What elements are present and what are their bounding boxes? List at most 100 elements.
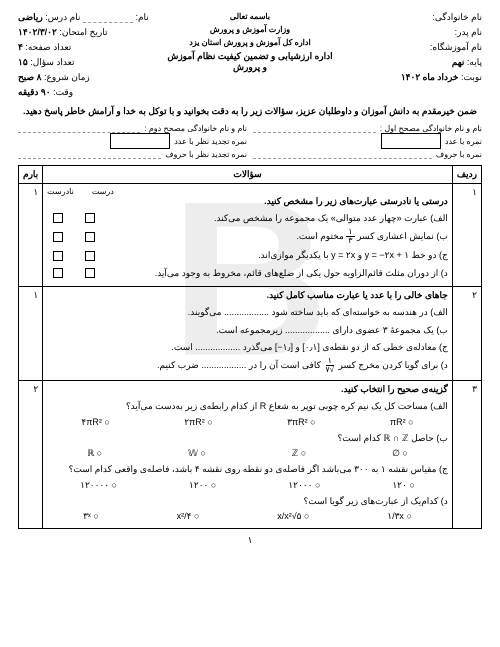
q1-score: ۱ xyxy=(19,184,43,287)
lbl-subject: نام درس: xyxy=(45,12,80,22)
opt[interactable]: ○ x²/۴ xyxy=(177,511,200,522)
grader-block: نام و نام خانوادگی مصحح اول : نمره با عد… xyxy=(18,123,482,159)
q1b-pre: ب) نمایش اعشاری کسر xyxy=(355,231,448,241)
checkbox[interactable] xyxy=(53,268,63,278)
g1-name: نام و نام خانوادگی مصحح اول : xyxy=(380,124,482,133)
q2d-pre: د) برای گویا کردن مخرج کسر xyxy=(336,360,448,370)
questions-table: ردیف سؤالات بارم ۱ درست نادرست درستی یا … xyxy=(18,165,482,529)
opt[interactable]: ○ ۵√x/x² xyxy=(277,511,309,522)
q1d: د) از دوران مثلث قائم‌الزاویه حول یکی از… xyxy=(155,266,448,280)
dept: اداره کل آموزش و پرورش استان یزد xyxy=(165,38,336,47)
val-grade: نهم xyxy=(452,57,465,67)
g2-score-num: نمره تجدید نظر با عدد xyxy=(174,137,247,146)
opt[interactable]: ○ ۱/۳x xyxy=(387,511,412,522)
q2c-pre: ج) معادله‌ی خطی که از دو نقطه‌ی xyxy=(320,342,448,352)
th-q: سؤالات xyxy=(43,166,453,184)
g1-score-txt: نمره با حروف xyxy=(436,150,482,159)
q3c: ج) مقیاس نقشه ۱ به ۳۰۰ می‌باشد اگر فاصله… xyxy=(47,462,448,476)
q3-idx: ۳ xyxy=(452,381,481,529)
exam-header: نام خانوادگی: نام پدر: نام آموزشگاه: پای… xyxy=(18,12,482,98)
q2-title: جاهای خالی را با عدد یا عبارت مناسب کامل… xyxy=(47,290,448,301)
score-box xyxy=(381,133,441,149)
q3a-opts: ○ ۴πR² ○ ۲πR² ○ ۳πR² ○ πR² xyxy=(47,417,448,428)
checkbox[interactable] xyxy=(85,251,95,261)
q2d-post: کافی است آن را در .................. ضرب… xyxy=(157,360,323,370)
question-row: ۲ جاهای خالی را با عدد یا عبارت مناسب کا… xyxy=(19,287,482,381)
q3b-opts: ○ ℝ ○ 𝕎 ○ ℤ ○ ∅ xyxy=(47,448,448,459)
question-row: ۱ درست نادرست درستی یا نادرستی عبارت‌های… xyxy=(19,184,482,287)
opt[interactable]: ○ ۱۲۰۰۰ xyxy=(288,480,320,491)
g1-score-num: نمره با عدد xyxy=(445,137,482,146)
checkbox[interactable] xyxy=(53,251,63,261)
lbl-start: زمان شروع: xyxy=(44,72,90,82)
q2c-post: می‌گذرد .................. است. xyxy=(171,342,275,352)
q1a: الف) عبارت «چهار عدد متوالی» یک مجموعه ر… xyxy=(214,211,448,225)
q1-title: درستی یا نادرستی عبارت‌های زیر را مشخص ک… xyxy=(47,196,448,207)
opt[interactable]: ○ ۲πR² xyxy=(184,417,212,428)
q3a: الف) مساحت کل یک نیم کره چوبی توپر به شع… xyxy=(47,399,448,413)
lbl-father: نام پدر: xyxy=(455,27,482,37)
val-term: خرداد ماه ۱۴۰۲ xyxy=(401,72,459,82)
opt[interactable]: ○ 𝕎 xyxy=(188,448,206,459)
opt[interactable]: ○ ۳πR² xyxy=(287,417,315,428)
val-subject: ریاضی xyxy=(18,12,43,22)
q2-score: ۱ xyxy=(19,287,43,381)
lbl-family: نام خانوادگی: xyxy=(432,12,482,22)
q3-score: ۲ xyxy=(19,381,43,529)
q3b: ب) حاصل ℝ ∩ ℤ کدام است؟ xyxy=(47,431,448,445)
lbl-pages: تعداد صفحه: xyxy=(25,42,71,52)
page-number: ۱ xyxy=(18,535,482,546)
checkbox[interactable] xyxy=(85,232,95,242)
checkbox[interactable] xyxy=(85,213,95,223)
lbl-duration: وقت: xyxy=(53,87,73,97)
ministry: وزارت آموزش و پرورش xyxy=(165,25,336,34)
q3d: د) کدام‌یک از عبارت‌های زیر گویا است؟ xyxy=(47,494,448,508)
checkbox[interactable] xyxy=(53,213,63,223)
q1b-post: مختوم است. xyxy=(296,231,346,241)
opt[interactable]: ○ ۱۲۰۰۰۰ xyxy=(80,480,117,491)
opt[interactable]: ○ πR² xyxy=(390,417,414,428)
lbl-grade: پایه: xyxy=(467,57,482,67)
q3c-opts: ○ ۱۲۰۰۰۰ ○ ۱۲۰۰ ○ ۱۲۰۰۰ ○ ۱۲۰ xyxy=(47,480,448,491)
lbl-date: تاریخ امتحان: xyxy=(59,27,107,37)
tf-true: درست xyxy=(92,187,114,196)
checkbox[interactable] xyxy=(53,232,63,242)
lbl-name: نام: xyxy=(135,12,148,22)
opt[interactable]: ○ ∅ xyxy=(392,448,408,459)
opt[interactable]: ○ ۱۲۰۰ xyxy=(189,480,216,491)
lbl-qcount: تعداد سؤال: xyxy=(30,57,74,67)
opt[interactable]: ○ ℝ xyxy=(87,448,102,459)
val-start: ۸ صبح xyxy=(18,72,42,82)
g2-name: نام و نام خانوادگی مصحح دوم : xyxy=(144,124,247,133)
tf-false: نادرست xyxy=(47,187,74,196)
opt[interactable]: ○ ۳ˣ xyxy=(83,511,99,522)
opt[interactable]: ○ ۱۲۰ xyxy=(392,480,414,491)
q3d-opts: ○ ۳ˣ ○ x²/۴ ○ ۵√x/x² ○ ۱/۳x xyxy=(47,511,448,522)
office: اداره ارزشیابی و تضمین کیفیت نظام آموزش … xyxy=(165,51,336,73)
checkbox[interactable] xyxy=(85,268,95,278)
q3-title: گزینه‌ی صحیح را انتخاب کنید. xyxy=(47,384,448,395)
score-box xyxy=(110,133,170,149)
opt[interactable]: ○ ۴πR² xyxy=(81,417,109,428)
opt[interactable]: ○ ℤ xyxy=(292,448,307,459)
frac-d: ۳ xyxy=(346,237,354,245)
g2-score-txt: نمره تجدید نظر با حروف xyxy=(165,150,247,159)
q1c: ج) دو خط y = −۲x + ۱ و y = ۲x با یکدیگر … xyxy=(258,248,448,262)
q2b: ب) یک مجموعهٔ ۳ عضوی دارای .............… xyxy=(47,323,448,337)
val-qcount: ۱۵ xyxy=(18,57,28,67)
q2a: الف) در هندسه به خواسته‌ای که باید ساخته… xyxy=(47,305,448,319)
bismillah: باسمه تعالی xyxy=(165,12,336,21)
val-date: ۱۴۰۲/۳/۰۲ xyxy=(18,27,57,37)
lbl-term: نوبت: xyxy=(461,72,482,82)
intro-text: ضمن خیرمقدم به دانش آموزان و داوطلبان عز… xyxy=(18,106,482,117)
th-score: بارم xyxy=(19,166,43,184)
question-row: ۳ گزینه‌ی صحیح را انتخاب کنید. الف) مساح… xyxy=(19,381,482,529)
th-idx: ردیف xyxy=(452,166,481,184)
q2-idx: ۲ xyxy=(452,287,481,381)
lbl-school: نام آموزشگاه: xyxy=(430,42,482,52)
val-duration: ۹۰ دقیقه xyxy=(18,87,51,97)
q2c-pts: [۰٫۱] و [۱٫−] xyxy=(275,342,320,352)
frac-d: √۷ xyxy=(323,366,336,374)
val-pages: ۴ xyxy=(18,42,23,52)
q1-idx: ۱ xyxy=(452,184,481,287)
